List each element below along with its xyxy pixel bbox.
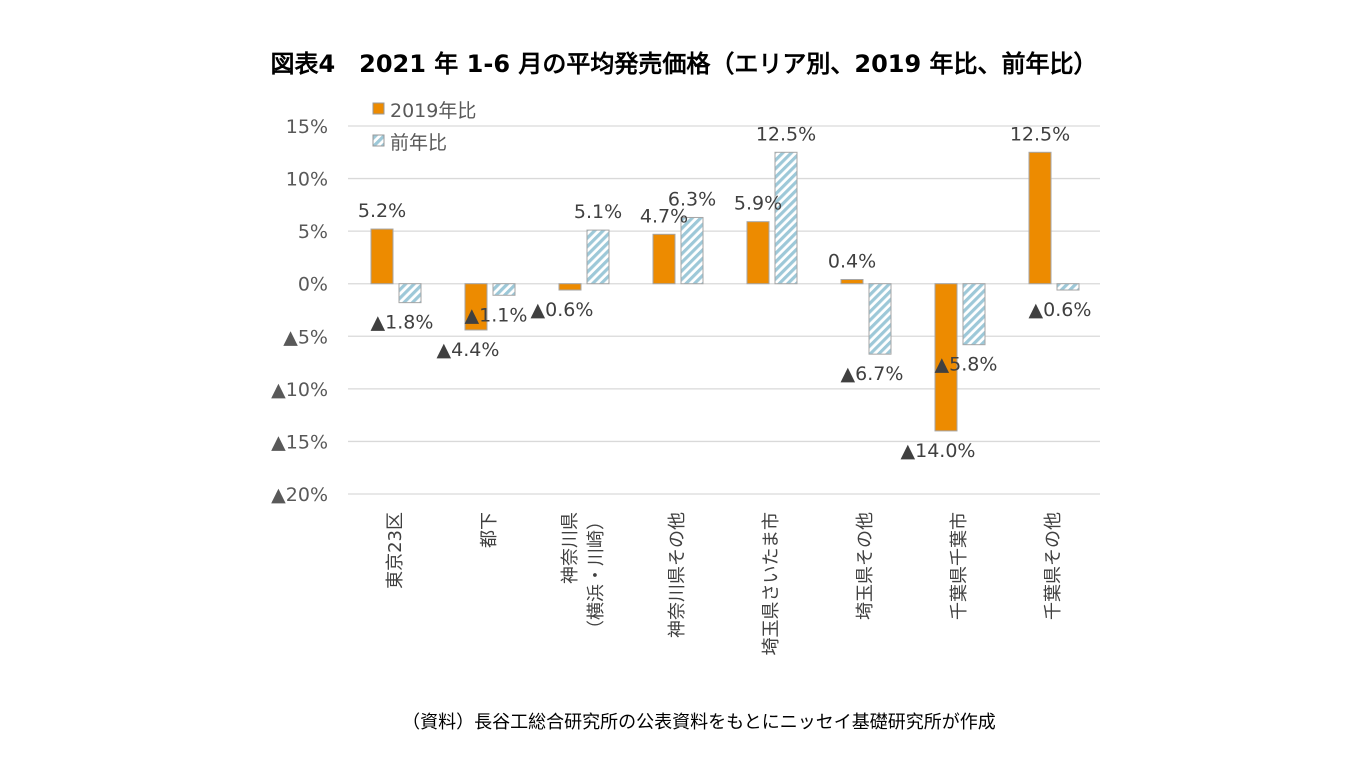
category-label: 埼玉県その他: [855, 512, 876, 620]
data-label-prev-year: ▲1.1%: [465, 304, 528, 326]
bar-prev-year: [398, 283, 422, 304]
source-note: （資料）長谷工総合研究所の公表資料をもとにニッセイ基礎研究所が作成: [402, 712, 996, 733]
bar-prev-year: [1056, 283, 1080, 291]
bar-prev-year: [492, 283, 516, 296]
y-tick-label: ▲20%: [271, 484, 328, 506]
bar-2019: [652, 233, 676, 285]
data-label-2019: 5.2%: [358, 200, 406, 222]
bar-chart: 15% 10% 5% 0% ▲5% ▲10% ▲15% ▲20% 5.2% ▲1.8% 東京23区 ▲…: [271, 100, 1100, 655]
data-label-2019: ▲14.0%: [901, 440, 976, 462]
data-label-2019: 0.4%: [828, 251, 876, 273]
data-label-2019: 5.9%: [734, 193, 782, 215]
category-label: 千葉県千葉市: [949, 512, 970, 620]
data-label-prev-year: ▲1.8%: [371, 312, 434, 334]
data-label-prev-year: ▲0.6%: [1029, 299, 1092, 321]
bar-2019: [746, 221, 770, 285]
legend-swatch-2019: [372, 102, 385, 115]
data-label-prev-year: 12.5%: [756, 123, 816, 145]
legend-swatch-prev-year: [372, 134, 385, 147]
y-tick-label: ▲5%: [283, 326, 328, 348]
bar-2019: [934, 283, 958, 432]
category-label: 千葉県その他: [1043, 512, 1064, 620]
data-label-2019: ▲4.4%: [437, 339, 500, 361]
legend-label-prev-year: 前年比: [390, 132, 447, 154]
category-label: （横浜・川崎）: [586, 512, 607, 638]
category-label: 神奈川県その他: [667, 512, 688, 638]
bar-prev-year: [586, 229, 610, 285]
legend-label-2019: 2019年比: [390, 100, 476, 122]
bar-2019: [370, 228, 394, 285]
data-label-2019: 12.5%: [1010, 123, 1070, 145]
bar-prev-year: [680, 216, 704, 285]
bar-2019: [464, 283, 488, 331]
y-tick-label: 5%: [298, 221, 328, 243]
bar-2019: [1028, 151, 1052, 285]
data-label-2019: ▲0.6%: [531, 299, 594, 321]
category-label: 東京23区: [385, 512, 406, 589]
y-tick-label: ▲10%: [271, 379, 328, 401]
data-label-prev-year: 5.1%: [574, 201, 622, 223]
y-tick-label: ▲15%: [271, 431, 328, 453]
data-label-prev-year: ▲5.8%: [935, 354, 998, 376]
bar-prev-year: [774, 151, 798, 285]
chart-title: 図表4 2021 年 1-6 月の平均発売価格（エリア別、2019 年比、前年比…: [270, 50, 1098, 78]
data-label-2019: 4.7%: [640, 205, 688, 227]
bar-prev-year: [962, 283, 986, 346]
bar-2019: [840, 279, 864, 285]
y-tick-label: 10%: [286, 169, 328, 191]
y-tick-label: 15%: [286, 116, 328, 138]
category-label: 埼玉県さいたま市: [761, 512, 782, 655]
data-label-prev-year: 6.3%: [668, 188, 716, 210]
category-label: 神奈川県: [560, 512, 581, 584]
bar-prev-year: [868, 283, 892, 355]
legend: 2019年比 前年比: [372, 100, 476, 154]
y-tick-label: 0%: [298, 274, 328, 296]
category-label: 都下: [479, 512, 500, 548]
data-label-prev-year: ▲6.7%: [841, 363, 904, 385]
bar-2019: [558, 283, 582, 291]
